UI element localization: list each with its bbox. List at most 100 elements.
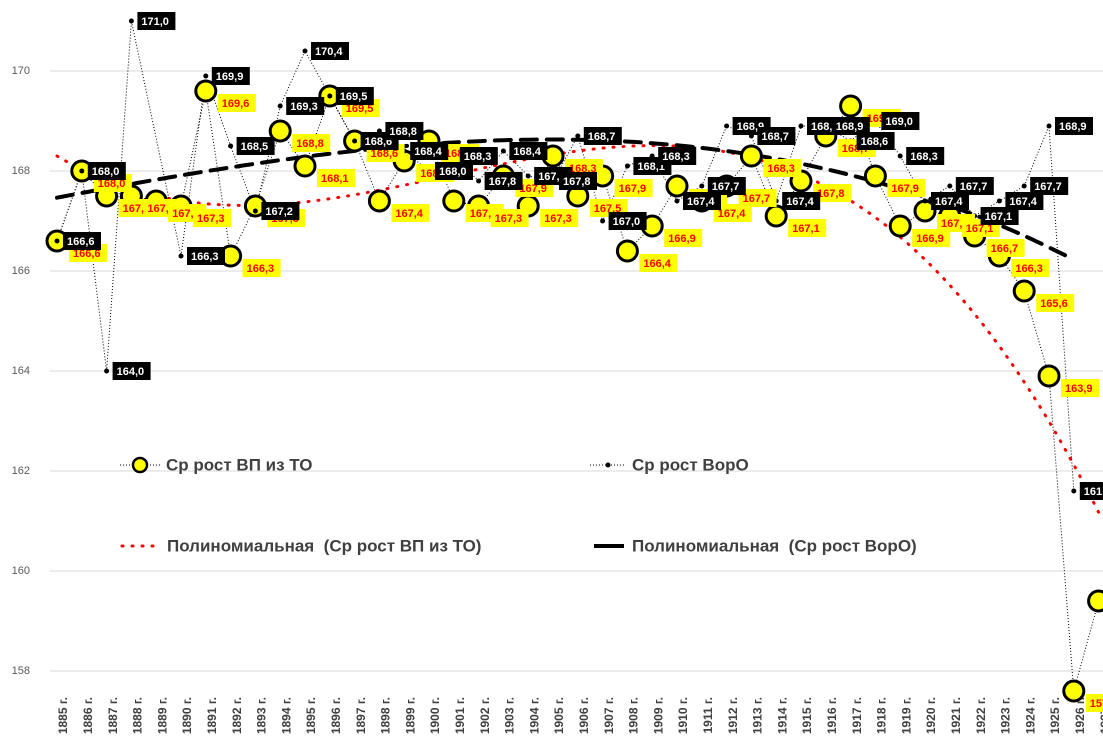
marker	[1087, 589, 1103, 613]
data-label-text: 168,8	[296, 138, 324, 150]
data-label-text: 167,5	[147, 203, 175, 215]
data-label-bg	[236, 137, 275, 155]
data-label-bg	[311, 42, 349, 60]
marker	[228, 143, 234, 149]
data-label-bg	[1036, 294, 1075, 312]
x-tick-label: 1894 г.	[279, 697, 293, 734]
x-tick-label: 1916 г.	[825, 697, 839, 734]
data-label-text: 168,6	[371, 148, 399, 160]
data-label-bg	[1079, 482, 1103, 500]
data-label: 166,7	[986, 239, 1025, 257]
data-label-text: 167,7	[712, 181, 740, 193]
marker	[104, 368, 110, 374]
data-label-text: 169,3	[290, 101, 318, 113]
y-tick-label: 164	[12, 365, 30, 377]
data-label: 167,3	[193, 209, 231, 227]
x-tick-label: 1886 г.	[81, 697, 95, 734]
data-label-bg	[137, 12, 176, 30]
data-label: 167,0	[608, 212, 647, 230]
marker	[194, 79, 218, 103]
marker	[442, 189, 466, 213]
x-tick-label: 1900 г.	[428, 697, 442, 734]
data-label: 161,6	[1079, 482, 1103, 500]
x-tick-label: 1927 г.	[1098, 697, 1103, 734]
data-label: 168,5	[236, 137, 275, 155]
data-label-text: 167,8	[817, 188, 845, 200]
marker	[79, 168, 85, 174]
y-tick-label: 170	[12, 65, 30, 77]
data-label-bg	[540, 209, 579, 227]
trendline	[55, 144, 1101, 514]
data-label-text: 167,4	[786, 196, 814, 208]
marker	[54, 238, 60, 244]
x-tick-label: 1915 г.	[800, 697, 814, 734]
data-label-bg	[738, 189, 777, 207]
data-label-bg	[955, 177, 994, 195]
legend-marker	[605, 462, 611, 468]
marker	[203, 73, 209, 79]
data-label: 168,7	[757, 127, 796, 145]
data-label: 167,7	[955, 177, 994, 195]
data-label-bg	[1011, 259, 1050, 277]
legend: Ср рост ВП из ТО Ср рост ВорО Полиномиальн…	[120, 455, 917, 555]
x-tick-label: 1887 г.	[106, 697, 120, 734]
data-label: 169,3	[286, 97, 325, 115]
data-label-text: 171,0	[141, 16, 169, 28]
data-label-bg	[211, 67, 250, 85]
marker	[624, 163, 630, 169]
data-label-text: 168,7	[761, 131, 789, 143]
data-label: 170,4	[311, 42, 349, 60]
marker	[252, 208, 258, 214]
data-label: 167,7	[707, 177, 746, 195]
data-label: 168,4	[509, 142, 548, 160]
data-label-text: 167,8	[563, 176, 591, 188]
data-label-text: 167,2	[941, 218, 969, 230]
data-label: 167,3	[490, 209, 529, 227]
data-label-text: 167,3	[197, 213, 225, 225]
data-label-bg	[931, 192, 969, 210]
data-label-text: 167,3	[495, 213, 523, 225]
marker	[277, 103, 283, 109]
data-label-text: 167,7	[743, 193, 771, 205]
x-tick-label: 1923 г.	[999, 697, 1013, 734]
data-label-text: 168,6	[365, 136, 393, 148]
data-label-text: 169,0	[885, 116, 913, 128]
x-tick-label: 1905 г.	[552, 697, 566, 734]
x-tick-label: 1896 г.	[329, 697, 343, 734]
data-label-text: 168,0	[98, 178, 126, 190]
data-label: 166,3	[1011, 259, 1050, 277]
x-tick-label: 1921 г.	[949, 697, 963, 734]
data-label: 166,9	[664, 229, 703, 247]
data-label: 168,9	[1055, 117, 1093, 135]
data-label: 165,6	[1036, 294, 1075, 312]
data-label-text: 168,9	[811, 121, 839, 133]
marker	[996, 198, 1002, 204]
y-tick-label: 168	[12, 165, 30, 177]
data-label: 169,6	[217, 94, 256, 112]
data-label: 164,0	[112, 362, 151, 380]
data-label-bg	[509, 142, 548, 160]
data-label-bg	[459, 147, 498, 165]
data-label-text: 168,0	[439, 166, 467, 178]
data-label-text: 166,7	[991, 243, 1019, 255]
x-tick-label: 1904 г.	[527, 697, 541, 734]
data-label-text: 166,9	[916, 233, 944, 245]
data-label: 166,3	[242, 259, 281, 277]
data-label-text: 167,4	[1009, 196, 1037, 208]
data-label-bg	[1055, 117, 1093, 135]
marker	[863, 164, 887, 188]
data-label: 166,9	[912, 229, 951, 247]
data-label-text: 167,7	[960, 181, 988, 193]
data-label-text: 164,0	[117, 366, 145, 378]
data-label-text: 169,5	[340, 91, 368, 103]
data-label-text: 168,7	[588, 131, 616, 143]
marker	[922, 198, 928, 204]
data-label-text: 166,3	[191, 251, 219, 263]
x-tick-label: 1908 г.	[627, 697, 641, 734]
marker	[674, 198, 680, 204]
data-label-bg	[435, 162, 473, 180]
data-label: 167,7	[1030, 177, 1069, 195]
x-tick-label: 1885 г.	[56, 697, 70, 734]
marker	[327, 93, 333, 99]
